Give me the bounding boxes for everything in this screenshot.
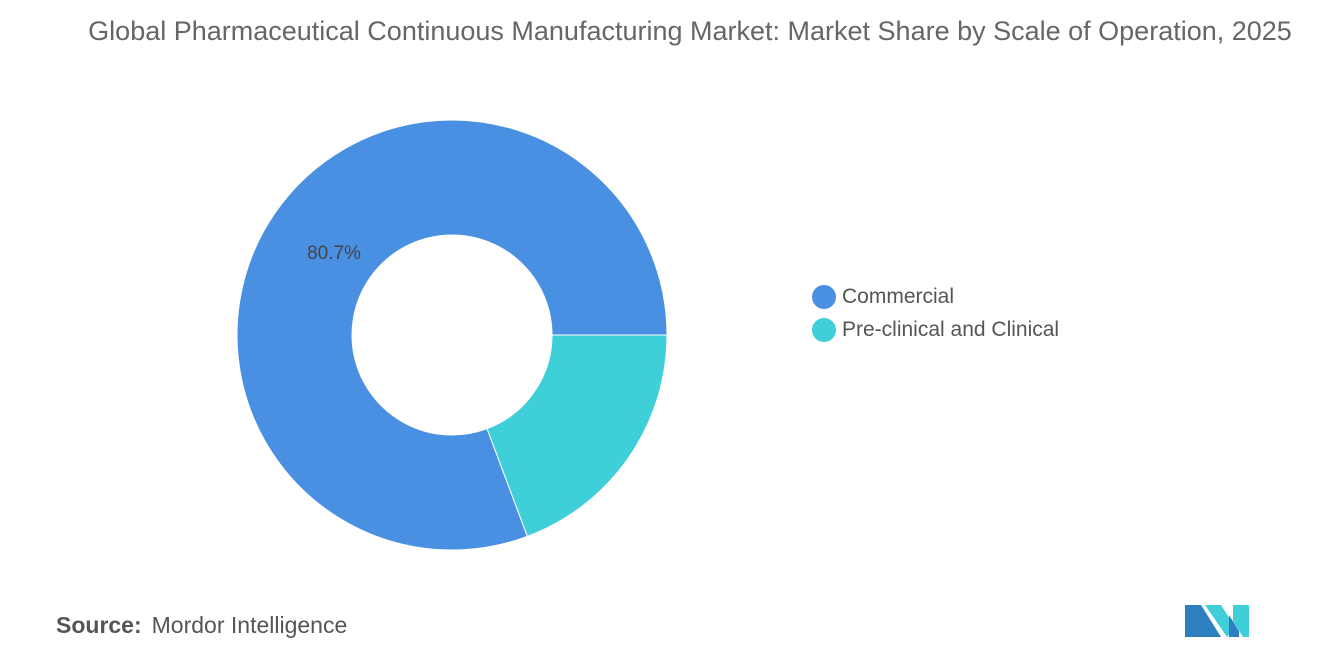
chart-title: Global Pharmaceutical Continuous Manufac… xyxy=(88,16,1292,46)
legend-item-commercial[interactable]: Commercial xyxy=(812,285,954,309)
legend-label: Pre-clinical and Clinical xyxy=(842,318,1060,341)
source-value: Mordor Intelligence xyxy=(151,612,348,638)
slice-preclinical xyxy=(486,334,668,538)
legend-swatch-preclinical xyxy=(812,318,836,342)
slice-commercial xyxy=(236,119,668,551)
source-note: Source: Mordor Intelligence xyxy=(56,612,347,639)
legend-item-preclinical[interactable]: Pre-clinical and Clinical xyxy=(812,318,1059,342)
data-label-commercial: 80.7% xyxy=(307,243,361,264)
legend-label: Commercial xyxy=(842,285,955,308)
source-label: Source: xyxy=(56,612,142,638)
legend-swatch-commercial xyxy=(812,285,836,309)
mordor-logo xyxy=(1185,605,1249,637)
